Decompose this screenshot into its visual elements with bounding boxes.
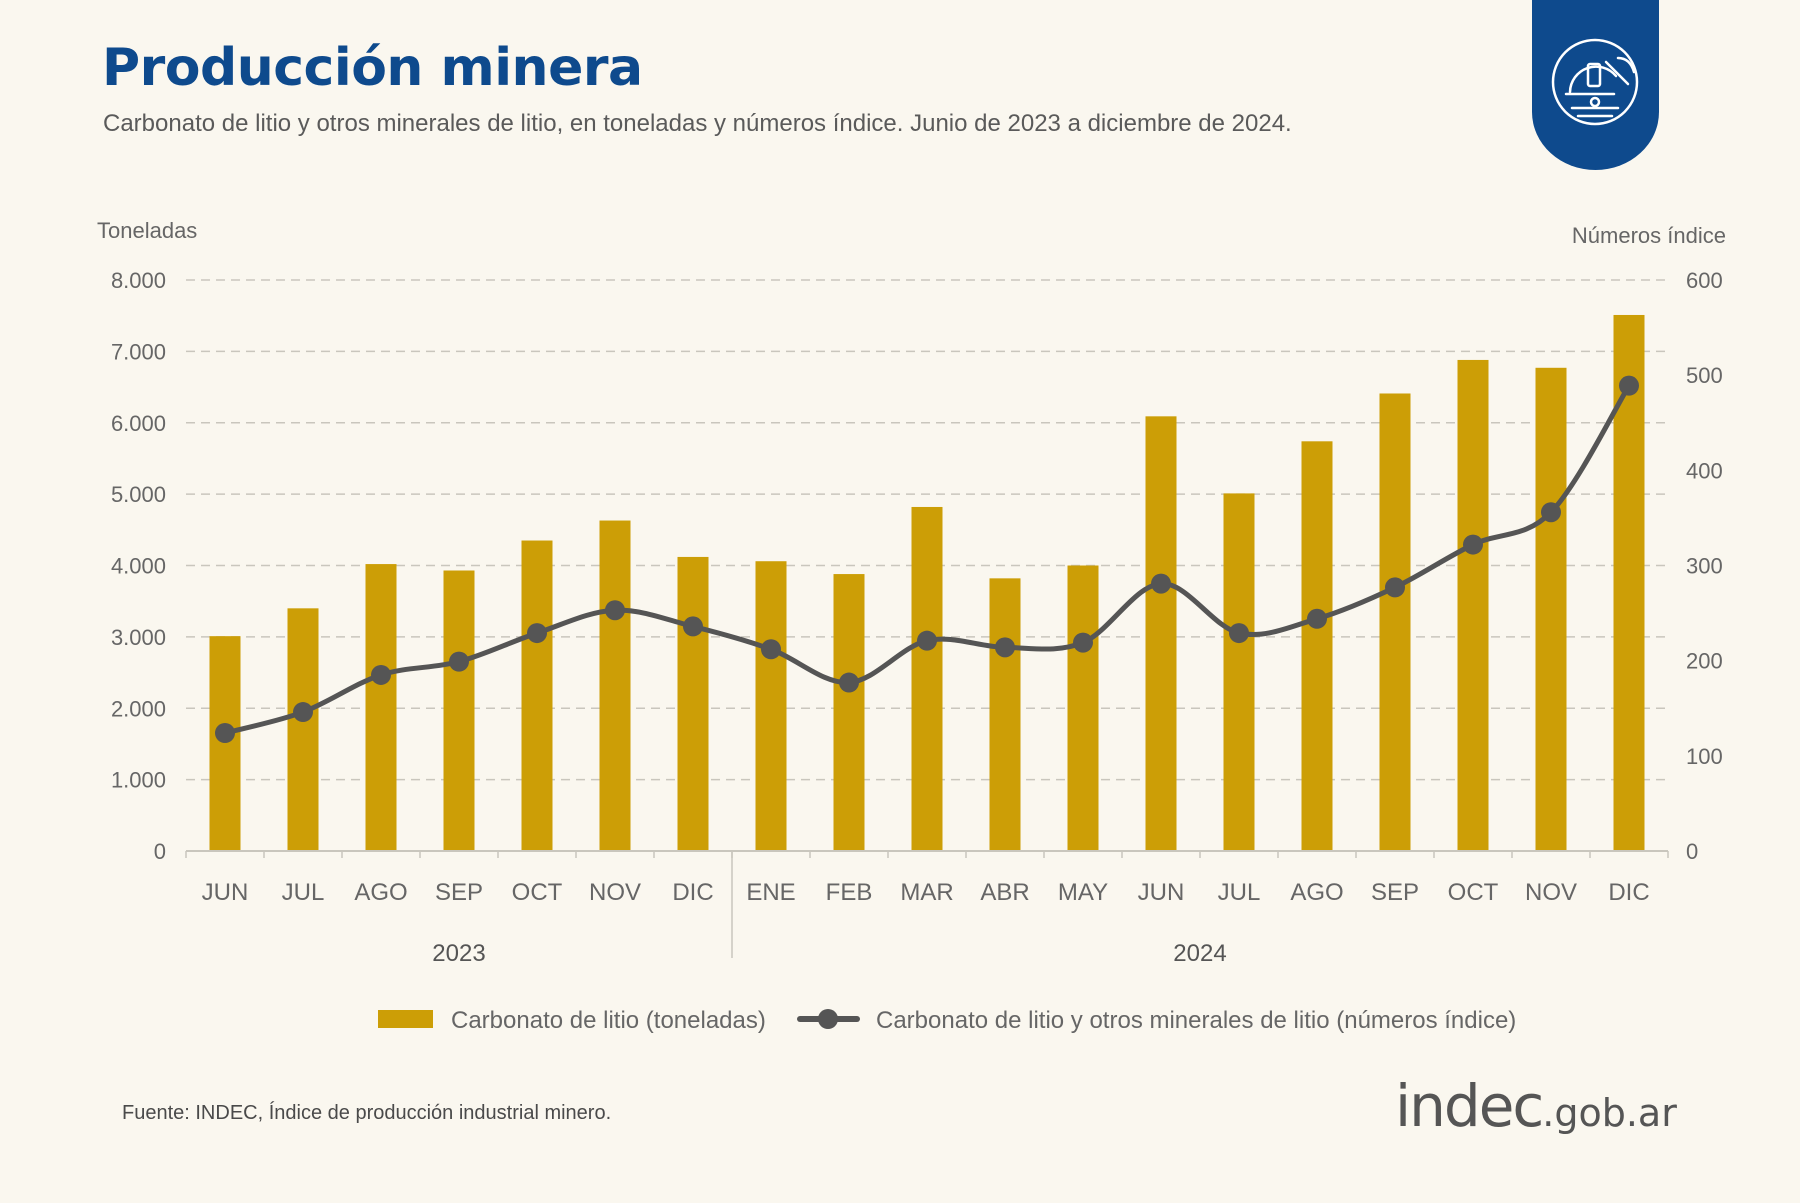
x-tick-label: JUN [202, 879, 249, 906]
index-point [1385, 577, 1405, 598]
y-right-tick-label: 0 [1686, 839, 1698, 864]
brand-suffix: .gob.ar [1542, 1091, 1677, 1135]
y-left-tick-label: 2.000 [111, 696, 166, 721]
x-tick-label: SEP [435, 879, 483, 906]
bar [287, 608, 319, 851]
index-point [1619, 375, 1639, 396]
x-tick-label: AGO [1290, 879, 1343, 906]
bar [209, 636, 241, 851]
x-tick-label: NOV [1525, 879, 1577, 906]
bar [989, 578, 1021, 851]
bar [1379, 393, 1411, 851]
index-point [293, 702, 313, 723]
legend-line-marker [818, 1009, 838, 1029]
index-point [527, 623, 547, 644]
x-tick-label: AGO [354, 879, 407, 906]
x-tick-label: SEP [1371, 879, 1419, 906]
x-tick-label: OCT [1448, 879, 1499, 906]
bar [1535, 367, 1567, 851]
legend-bar-swatch [378, 1010, 433, 1028]
y-left-tick-label: 6.000 [111, 411, 166, 436]
year-label: 2024 [1173, 940, 1226, 967]
y-left-tick-label: 3.000 [111, 625, 166, 650]
bar [1457, 359, 1489, 851]
y-right-tick-label: 600 [1686, 268, 1723, 293]
index-point [1229, 623, 1249, 644]
index-point [449, 651, 469, 672]
y-right-tick-label: 400 [1686, 458, 1723, 483]
y-left-tick-label: 8.000 [111, 268, 166, 293]
bar [443, 570, 475, 851]
x-tick-label: NOV [589, 879, 641, 906]
y-left-tick-label: 0 [154, 839, 166, 864]
year-label: 2023 [432, 940, 485, 967]
legend-line-label: Carbonato de litio y otros minerales de … [876, 1007, 1516, 1034]
bar [755, 561, 787, 851]
brand-main: indec [1395, 1072, 1544, 1140]
mining-badge [1532, 0, 1659, 170]
bar [1145, 416, 1177, 851]
y-left-axis-title: Toneladas [97, 218, 197, 243]
x-tick-label: ENE [746, 879, 795, 906]
y-right-axis-title: Números índice [1572, 223, 1726, 248]
chart-title: Producción minera [102, 38, 643, 98]
index-point [1307, 608, 1327, 629]
legend-bar-label: Carbonato de litio (toneladas) [451, 1007, 766, 1034]
x-tick-label: JUN [1138, 879, 1185, 906]
index-point [839, 672, 859, 693]
miner-helmet-pickaxe-icon [1551, 38, 1639, 126]
y-left-tick-label: 4.000 [111, 554, 166, 579]
indec-logo[interactable]: indec.gob.ar [1395, 1072, 1677, 1140]
index-point [371, 664, 391, 685]
bar [599, 520, 631, 851]
index-point [215, 722, 235, 743]
source-note: Fuente: INDEC, Índice de producción indu… [122, 1102, 612, 1124]
x-tick-label: FEB [826, 879, 873, 906]
chart-subtitle: Carbonato de litio y otros minerales de … [103, 110, 1292, 137]
y-left-tick-label: 7.000 [111, 339, 166, 364]
index-point [1073, 632, 1093, 653]
index-point [761, 639, 781, 660]
bar [365, 564, 397, 851]
index-point [1463, 534, 1483, 555]
index-point [1541, 502, 1561, 523]
bar [1223, 493, 1255, 851]
bar [521, 540, 553, 851]
index-point [917, 630, 937, 651]
x-tick-label: MAR [900, 879, 953, 906]
x-tick-label: MAY [1058, 879, 1108, 906]
chart-canvas: 0 1.000 2.000 3.000 4.000 5.000 6.000 7.000 8.00… [97, 218, 1726, 1034]
x-tick-label: JUL [282, 879, 325, 906]
y-right-tick-label: 200 [1686, 649, 1723, 674]
y-right-tick-label: 300 [1686, 554, 1723, 579]
index-point [995, 637, 1015, 658]
y-left-tick-label: 1.000 [111, 768, 166, 793]
y-right-tick-label: 100 [1686, 744, 1723, 769]
x-tick-label: OCT [512, 879, 563, 906]
x-tick-label: DIC [1608, 879, 1649, 906]
index-point [683, 616, 703, 637]
index-point [605, 600, 625, 621]
index-point [1151, 573, 1171, 594]
y-left-tick-label: 5.000 [111, 482, 166, 507]
x-tick-label: JUL [1218, 879, 1261, 906]
x-tick-label: ABR [980, 879, 1029, 906]
bar [677, 556, 709, 851]
y-right-tick-label: 500 [1686, 363, 1723, 388]
bar [1067, 565, 1099, 851]
bar [1301, 441, 1333, 851]
bar [833, 574, 865, 851]
bar [911, 506, 943, 851]
x-tick-label: DIC [672, 879, 713, 906]
